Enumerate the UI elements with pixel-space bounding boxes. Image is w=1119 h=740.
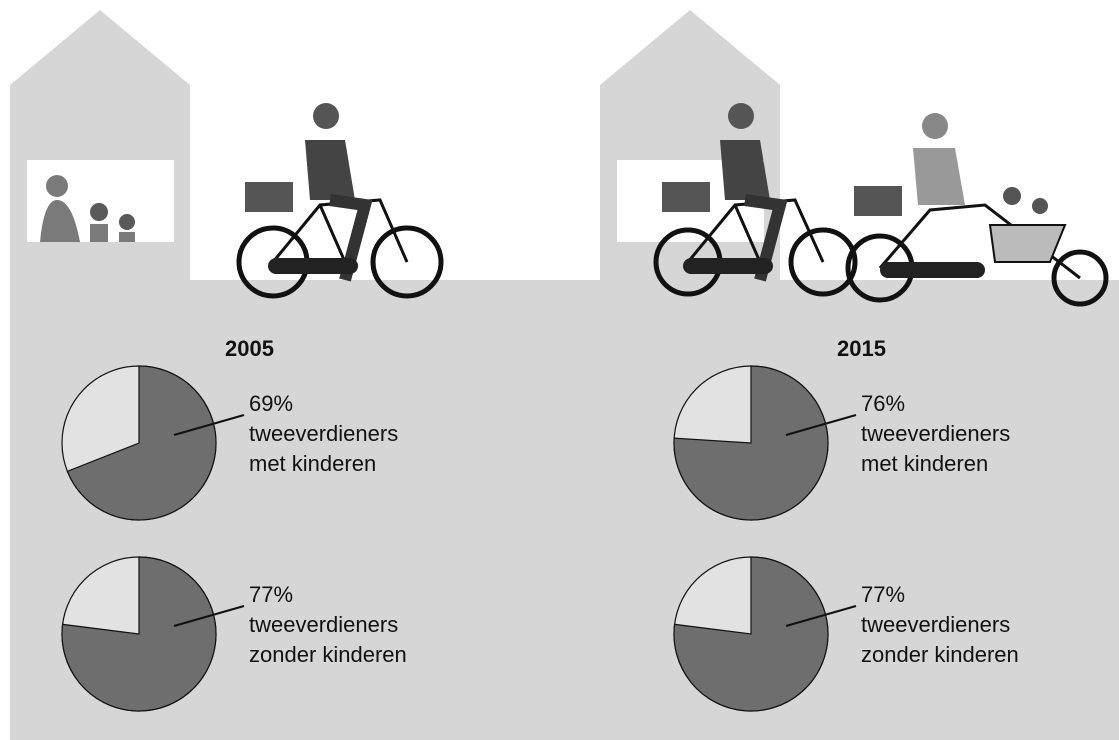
category-label: tweeverdieners met kinderen [861, 419, 1046, 479]
value-label: 76% [861, 389, 905, 419]
page: (() => { const data = JSON.parse(documen… [0, 0, 1119, 740]
value-label: 69% [249, 389, 293, 419]
year-title: 2005 [225, 336, 274, 362]
category-label: tweeverdieners zonder kinderen [861, 610, 1046, 670]
year-title: 2015 [837, 336, 886, 362]
category-label: tweeverdieners met kinderen [249, 419, 434, 479]
value-label: 77% [249, 580, 293, 610]
cyclist [239, 103, 441, 296]
value-label: 77% [861, 580, 905, 610]
category-label: tweeverdieners zonder kinderen [249, 610, 434, 670]
